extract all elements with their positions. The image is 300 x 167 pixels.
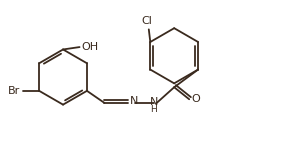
Text: H: H	[150, 105, 157, 114]
Text: O: O	[192, 94, 200, 104]
Text: N: N	[130, 96, 139, 106]
Text: Cl: Cl	[142, 16, 153, 26]
Text: OH: OH	[82, 42, 99, 52]
Text: Br: Br	[8, 86, 21, 96]
Text: N: N	[150, 97, 158, 107]
